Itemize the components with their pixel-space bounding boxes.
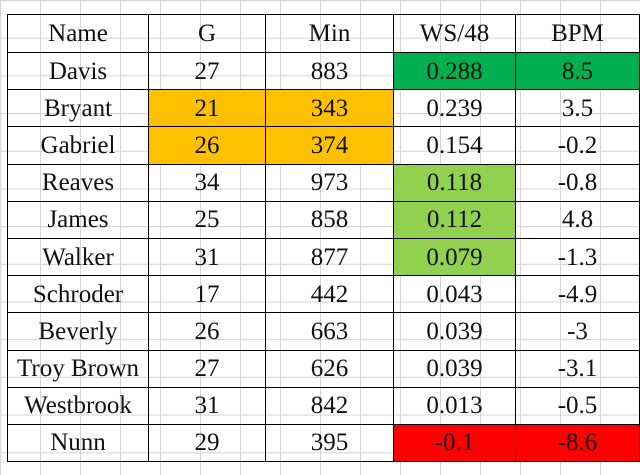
cell-g[interactable]: 34 [148,163,266,202]
cell-name[interactable]: Nunn [7,423,149,463]
cell-min[interactable]: 343 [265,89,394,128]
cell-g[interactable]: 25 [148,200,266,239]
cell-ws48[interactable]: 0.039 [393,349,516,388]
cell-min[interactable]: 626 [265,349,394,388]
table-row: Reaves 34 973 0.118 -0.8 [7,163,640,202]
cell-bpm[interactable]: -1.3 [515,237,640,277]
player-stats-table: Name G Min WS/48 BPM Davis 27 883 0.288 8.5 B… [7,14,640,463]
cell-name[interactable]: Schroder [7,275,149,314]
cell-ws48[interactable]: 0.039 [393,312,516,351]
cell-min[interactable]: 442 [265,275,394,314]
cell-name[interactable]: Beverly [7,312,149,351]
cell-min[interactable]: 374 [265,126,394,165]
cell-g[interactable]: 31 [148,237,266,277]
cell-name[interactable]: Troy Brown [7,349,149,388]
cell-min[interactable]: 663 [265,312,394,351]
cell-name[interactable]: Gabriel [7,126,149,165]
table-row: Beverly 26 663 0.039 -3 [7,312,640,351]
cell-bpm[interactable]: -4.9 [515,275,640,314]
cell-bpm[interactable]: -3.1 [515,349,640,388]
cell-ws48[interactable]: 0.079 [393,237,516,277]
table-row: Troy Brown 27 626 0.039 -3.1 [7,349,640,388]
cell-g[interactable]: 21 [148,89,266,128]
cell-g[interactable]: 27 [148,349,266,388]
table-row: Bryant 21 343 0.239 3.5 [7,89,640,128]
cell-bpm[interactable]: -0.2 [515,126,640,165]
header-cell-bpm[interactable]: BPM [515,14,640,53]
cell-name[interactable]: Westbrook [7,386,149,425]
cell-bpm[interactable]: -0.8 [515,163,640,202]
cell-min[interactable]: 858 [265,200,394,239]
cell-ws48[interactable]: -0.1 [393,423,516,463]
cell-bpm[interactable]: -8.6 [515,423,640,463]
table-row: Nunn 29 395 -0.1 -8.6 [7,423,640,463]
cell-ws48[interactable]: 0.043 [393,275,516,314]
cell-bpm[interactable]: -3 [515,312,640,351]
cell-min[interactable]: 842 [265,386,394,425]
cell-ws48[interactable]: 0.288 [393,51,516,91]
cell-name[interactable]: Reaves [7,163,149,202]
cell-ws48[interactable]: 0.112 [393,200,516,239]
table-row: Gabriel 26 374 0.154 -0.2 [7,126,640,165]
cell-min[interactable]: 877 [265,237,394,277]
cell-g[interactable]: 17 [148,275,266,314]
cell-ws48[interactable]: 0.118 [393,163,516,202]
table-row: Walker 31 877 0.079 -1.3 [7,237,640,277]
cell-min[interactable]: 973 [265,163,394,202]
table-row: James 25 858 0.112 4.8 [7,200,640,239]
table-row: Davis 27 883 0.288 8.5 [7,51,640,91]
cell-ws48[interactable]: 0.239 [393,89,516,128]
cell-min[interactable]: 883 [265,51,394,91]
header-cell-min[interactable]: Min [265,14,394,53]
cell-g[interactable]: 29 [148,423,266,463]
table-body: Davis 27 883 0.288 8.5 Bryant 21 343 0.239 3.5 Gab… [7,51,640,463]
cell-name[interactable]: Walker [7,237,149,277]
header-row: Name G Min WS/48 BPM [7,14,640,53]
cell-name[interactable]: Bryant [7,89,149,128]
cell-g[interactable]: 27 [148,51,266,91]
table-row: Schroder 17 442 0.043 -4.9 [7,275,640,314]
cell-g[interactable]: 31 [148,386,266,425]
cell-bpm[interactable]: 3.5 [515,89,640,128]
cell-name[interactable]: James [7,200,149,239]
cell-g[interactable]: 26 [148,312,266,351]
cell-bpm[interactable]: 8.5 [515,51,640,91]
header-cell-ws48[interactable]: WS/48 [393,14,516,53]
cell-min[interactable]: 395 [265,423,394,463]
header-cell-name[interactable]: Name [7,14,149,53]
cell-bpm[interactable]: 4.8 [515,200,640,239]
cell-bpm[interactable]: -0.5 [515,386,640,425]
cell-g[interactable]: 26 [148,126,266,165]
header-cell-g[interactable]: G [148,14,266,53]
cell-name[interactable]: Davis [7,51,149,91]
cell-ws48[interactable]: 0.154 [393,126,516,165]
cell-ws48[interactable]: 0.013 [393,386,516,425]
table-row: Westbrook 31 842 0.013 -0.5 [7,386,640,425]
